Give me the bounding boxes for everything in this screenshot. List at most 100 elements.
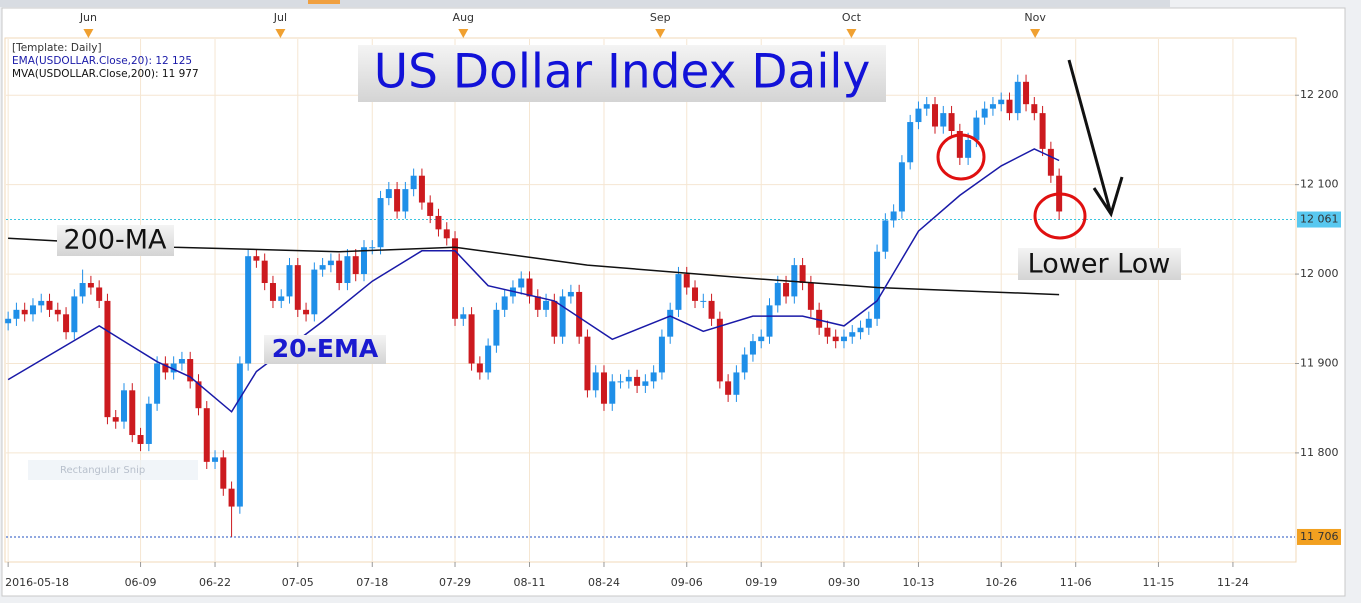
candle-body — [642, 381, 649, 386]
legend-entry: MVA(USDOLLAR.Close,200): 11 977 — [12, 68, 199, 80]
candle-body — [783, 283, 790, 297]
candle-body — [319, 265, 326, 270]
candle-body — [799, 265, 806, 284]
candle-body — [236, 363, 243, 507]
x-tick-label: 09-19 — [745, 576, 777, 589]
candle-body — [774, 283, 781, 306]
candle-body — [650, 372, 657, 382]
candle-body — [418, 175, 425, 203]
price-label: 12 061 — [1300, 213, 1339, 226]
indicator-line — [8, 237, 1060, 296]
candle-body — [989, 104, 996, 109]
candle-body — [617, 381, 624, 383]
candle-body — [1047, 148, 1054, 176]
candle-body — [551, 300, 558, 337]
candle-body — [220, 457, 227, 489]
candle-body — [303, 309, 310, 315]
tab — [308, 0, 340, 4]
month-label: Aug — [453, 11, 474, 24]
x-tick-label: 11-24 — [1217, 576, 1249, 589]
candle-body — [96, 287, 103, 301]
trend-arrow — [1067, 59, 1124, 218]
x-tick-label: 06-22 — [199, 576, 231, 589]
candle-body — [758, 336, 765, 342]
month-label: Jul — [273, 11, 287, 24]
legend-entry: EMA(USDOLLAR.Close,20): 12 125 — [12, 55, 192, 67]
candle-body — [1031, 104, 1038, 114]
candle-body — [567, 291, 574, 297]
candle-body — [981, 108, 988, 118]
candle-body — [766, 305, 773, 337]
candle-body — [104, 300, 111, 418]
grid — [6, 39, 1299, 567]
x-tick-label: 10-26 — [985, 576, 1017, 589]
month-marker — [275, 29, 286, 38]
candle-body — [658, 336, 665, 373]
candle-body — [460, 314, 467, 319]
snip-overlay — [28, 460, 198, 480]
candle-body — [932, 104, 939, 127]
candle-body — [120, 390, 127, 422]
candle-body — [154, 363, 161, 404]
candle-body — [245, 256, 252, 364]
candle-body — [807, 283, 814, 310]
candle-body — [352, 256, 359, 275]
candle-body — [369, 247, 376, 249]
candle-body — [543, 300, 550, 310]
month-marker — [655, 29, 666, 38]
highlight-circle — [1033, 192, 1087, 240]
candle-body — [634, 376, 641, 386]
candle-body — [882, 220, 889, 252]
chart-title: US Dollar Index Daily — [374, 45, 871, 100]
candle-body — [410, 175, 417, 190]
candle-body — [700, 300, 707, 302]
candle-body — [54, 309, 61, 315]
candle-body — [625, 376, 632, 382]
x-tick-label: 09-30 — [828, 576, 860, 589]
candle-body — [667, 309, 674, 337]
candle-body — [71, 296, 78, 333]
candle-body — [907, 122, 914, 163]
candle-body — [576, 291, 583, 337]
candle-body — [311, 269, 318, 315]
candle-body — [857, 327, 864, 333]
snip-text: Rectangular Snip — [60, 465, 145, 476]
candle-body — [874, 251, 881, 319]
indicator-line — [7, 148, 1060, 413]
candle-body — [187, 359, 194, 382]
candle-body — [749, 341, 756, 355]
candle-body — [915, 108, 922, 123]
candle-body — [824, 327, 831, 337]
candle-body — [385, 189, 392, 199]
x-tick-label: 07-29 — [439, 576, 471, 589]
highlight-circle — [936, 133, 986, 181]
candle-body — [526, 278, 533, 297]
label-box — [264, 335, 386, 364]
candle-body — [692, 287, 699, 301]
month-marker — [83, 29, 94, 38]
candle-body — [278, 296, 285, 301]
candle-body — [890, 211, 897, 221]
candle-body — [13, 309, 20, 319]
candle-body — [840, 336, 847, 342]
y-tick-label: 11 900 — [1300, 356, 1339, 369]
candle-body — [112, 417, 119, 422]
month-label: Jun — [79, 11, 97, 24]
candle-body — [923, 104, 930, 109]
candle-body — [518, 278, 525, 288]
price-label: 11 706 — [1300, 530, 1339, 543]
y-tick-label: 11 800 — [1300, 446, 1339, 459]
candle-body — [195, 381, 202, 409]
candle-body — [1039, 113, 1046, 149]
candle-body — [725, 381, 732, 395]
candle-body — [956, 130, 963, 158]
candle-body — [443, 229, 450, 239]
candle-body — [286, 265, 293, 297]
candle-body — [203, 408, 210, 462]
candle-body — [402, 189, 409, 212]
candle-body — [145, 403, 152, 444]
candle-body — [501, 296, 508, 310]
candle-body — [394, 189, 401, 212]
candle-body — [452, 238, 459, 319]
